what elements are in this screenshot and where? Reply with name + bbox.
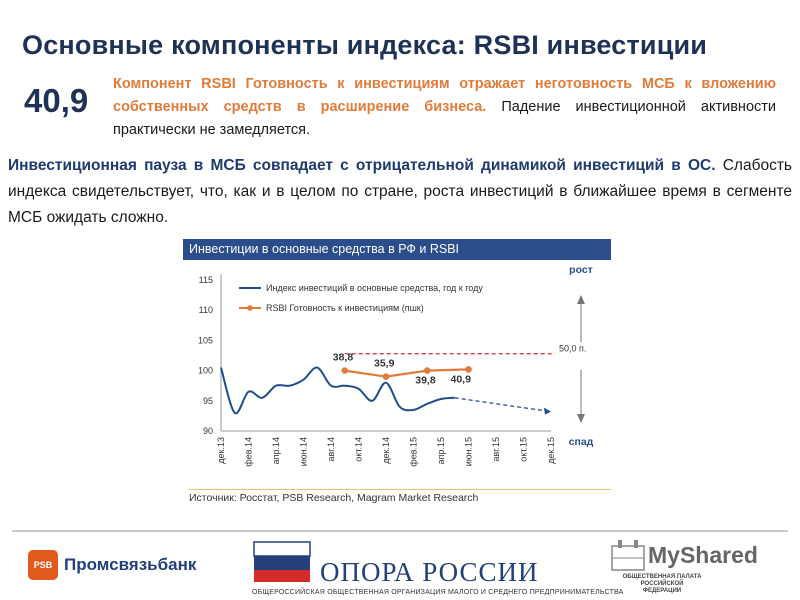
watermark: MyShared xyxy=(648,542,758,568)
x-tick-label: июн.14 xyxy=(299,437,309,466)
x-tick-label: фев.14 xyxy=(244,437,254,467)
series-index-line xyxy=(220,366,455,415)
legend-rsbi-label: RSBI Готовность к инвестициям (пшк) xyxy=(266,303,424,313)
x-tick-label: дек.14 xyxy=(381,437,391,464)
lead-text: Компонент RSBI Готовность к инвестициям … xyxy=(113,73,776,142)
forecast-arrowhead xyxy=(544,407,551,415)
series-forecast-line xyxy=(454,397,552,413)
x-tick-label: фев.15 xyxy=(409,437,419,467)
series-rsbi-line xyxy=(344,368,469,378)
chamber-name: ОБЩЕСТВЕННАЯ ПАЛАТА РОССИЙСКОЙ ФЕДЕРАЦИИ xyxy=(622,574,702,594)
y-tick-label: 110 xyxy=(199,305,213,315)
y-tick-label: 90 xyxy=(203,426,213,436)
growth-arrow-head xyxy=(577,295,585,304)
rsbi-point xyxy=(465,366,472,373)
y-tick-label: 100 xyxy=(198,366,213,376)
x-tick-label: авг.15 xyxy=(491,437,501,461)
summary-highlight: Инвестиционная пауза в МСБ совпадает с о… xyxy=(8,157,716,174)
rsbi-point xyxy=(423,367,431,374)
index-value: 40,9 xyxy=(24,82,89,119)
psb-name: Промсвязьбанк xyxy=(64,555,197,574)
x-tick-label: окт.14 xyxy=(354,437,364,462)
growth-label: рост xyxy=(569,264,593,276)
decline-arrow-head xyxy=(577,414,585,423)
y-tick-label: 105 xyxy=(198,335,213,345)
opora-subtitle: ОБЩЕРОССИЙСКАЯ ОБЩЕСТВЕННАЯ ОРГАНИЗАЦИЯ … xyxy=(252,589,624,596)
x-tick-label: окт.15 xyxy=(519,437,529,462)
decline-label: спад xyxy=(569,436,594,448)
chart-title: Инвестиции в основные средства в РФ и RS… xyxy=(183,239,611,260)
y-tick-label: 115 xyxy=(199,275,213,285)
footer-divider xyxy=(12,530,788,532)
page-title: Основные компоненты индекса: RSBI инвест… xyxy=(22,30,708,60)
summary-rest: Слабость индекса свидетельствует, что, к… xyxy=(8,157,792,226)
psb-mark-icon: PSB xyxy=(28,550,58,580)
x-tick-label: апр.15 xyxy=(436,437,446,464)
psb-logo: PSB Промсвязьбанк xyxy=(28,550,196,580)
legend-rsbi-marker xyxy=(247,305,253,311)
legend-index-label: Индекс инвестиций в основные средства, г… xyxy=(266,283,483,293)
lead-highlight: Компонент RSBI Готовность к инвестициям … xyxy=(113,76,776,115)
summary-paragraph: Инвестиционная пауза в МСБ совпадает с о… xyxy=(8,153,792,231)
rsbi-point xyxy=(382,373,390,380)
opora-name: ОПОРА РОССИИ xyxy=(320,557,539,587)
rsbi-data-label: 40,9 xyxy=(451,373,472,385)
x-tick-label: дек.15 xyxy=(546,437,556,464)
x-tick-label: дек.13 xyxy=(216,437,226,464)
chart-source: Источник: Росстат, PSB Research, Magram … xyxy=(189,489,611,504)
rsbi-data-label: 38,8 xyxy=(333,352,354,364)
investment-chart: 90 95 100 105 110 115 дек.13 фев.14 апр.14 июн.14… xyxy=(198,264,594,467)
x-tick-label: июн.15 xyxy=(464,437,474,466)
rsbi-data-label: 39,8 xyxy=(415,375,436,387)
chamber-emblem-icon xyxy=(611,540,645,571)
rsbi-point xyxy=(341,367,349,374)
x-tick-label: апр.14 xyxy=(271,437,281,464)
x-tick-label: авг.14 xyxy=(326,437,336,461)
opora-flag-icon xyxy=(253,541,311,582)
rsbi-data-label: 35,9 xyxy=(374,358,395,370)
threshold-label: 50,0 п. xyxy=(559,344,586,354)
lead-rest: Падение инвестиционной активности практи… xyxy=(113,99,776,138)
y-tick-label: 95 xyxy=(203,396,213,406)
